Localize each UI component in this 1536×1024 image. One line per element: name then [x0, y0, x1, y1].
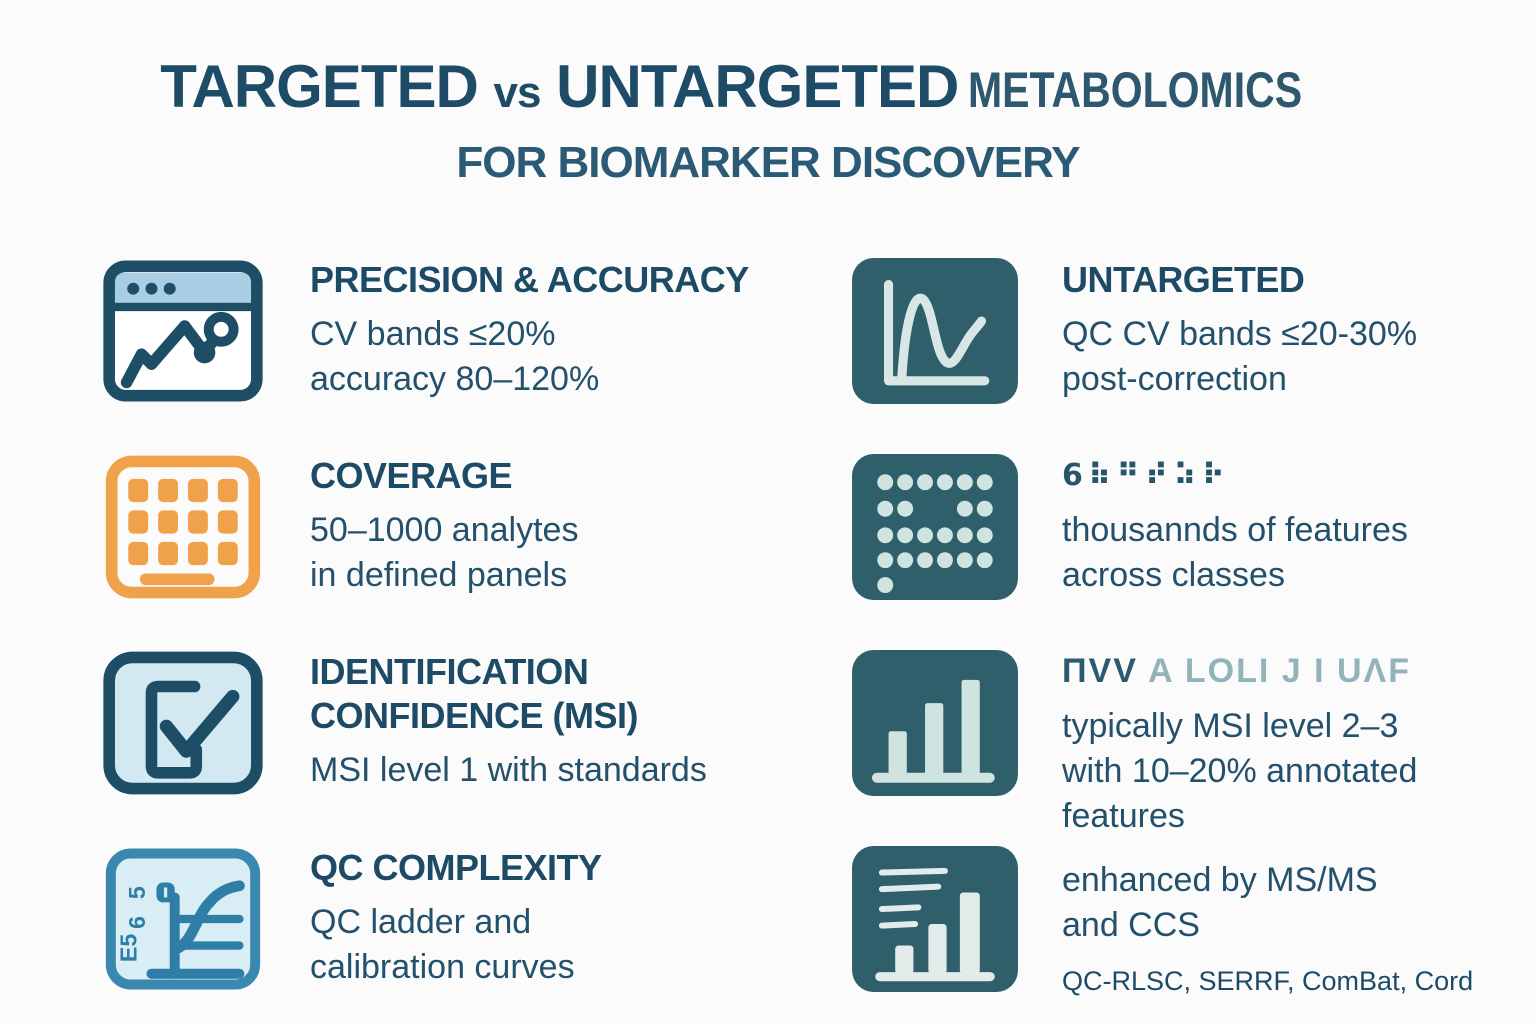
feature-text: COVERAGE 50–1000 analytes in defined pan…	[310, 454, 578, 598]
feature-text: ΠVV A LOLI J I UΛF typically MSI level 2…	[1062, 650, 1417, 839]
title-line-2: FOR BIOMARKER DISCOVERY	[456, 138, 1080, 187]
feature-line: QC CV bands ≤20-30%	[1062, 315, 1418, 353]
title-vs: vs	[493, 68, 542, 117]
feature-line: accuracy 80–120%	[310, 360, 600, 398]
feature-qc-complexity: 5 6 E5 QC COMPLEXITY QC ladder and calib…	[100, 846, 770, 1024]
feature-heading: IDENTIFICATION CONFIDENCE (MSI)	[310, 651, 639, 736]
title-targeted: TARGETED	[160, 53, 479, 120]
feature-line: and CCS	[1062, 906, 1200, 944]
feature-line: QC ladder and	[310, 903, 532, 941]
svg-text:E5: E5	[116, 934, 142, 962]
feature-line: calibration curves	[310, 948, 575, 986]
feature-text: QC COMPLEXITY QC ladder and calibration …	[310, 846, 602, 990]
svg-text:6: 6	[124, 916, 150, 929]
feature-heading: UNTARGETED	[1062, 259, 1305, 300]
feature-line: thousannds of features	[1062, 511, 1408, 549]
feature-heading: QC COMPLEXITY	[310, 847, 602, 888]
feature-heading: PRECISION & ACCURACY	[310, 259, 749, 300]
feature-text: enhanced by MS/MS and CCS QC-RLSC, SERRF…	[1062, 858, 1473, 997]
feature-line: across classes	[1062, 556, 1285, 594]
feature-heading: COVERAGE	[310, 455, 513, 496]
title-untargeted: UNTARGETED	[556, 53, 959, 120]
feature-precision-accuracy: PRECISION & ACCURACY CV bands ≤20% accur…	[100, 258, 770, 454]
feature-identification-confidence: IDENTIFICATION CONFIDENCE (MSI) MSI leve…	[100, 650, 770, 846]
feature-line: 50–1000 analytes	[310, 511, 579, 549]
page-title: TARGETED vs UNTARGETED METABOLOMICS FOR B…	[0, 54, 1536, 188]
feature-thousands-of-features: 6⠷⠛⠞⠵⠗ thousannds of features across cla…	[852, 454, 1522, 650]
feature-text: IDENTIFICATION CONFIDENCE (MSI) MSI leve…	[310, 650, 770, 793]
qc-trend-chart-icon	[852, 258, 1018, 404]
ascending-bars-icon	[852, 650, 1018, 796]
calibration-curve-icon: 5 6 E5	[100, 846, 266, 992]
feature-dot-matrix-icon	[852, 454, 1018, 600]
feature-line: in defined panels	[310, 556, 568, 594]
feature-text: 6⠷⠛⠞⠵⠗ thousannds of features across cla…	[1062, 454, 1408, 598]
normalization-methods-footnote: QC-RLSC, SERRF, ComBat, Cord	[1062, 966, 1474, 996]
garbled-light-part: A LOLI J I UΛF	[1148, 652, 1411, 690]
feature-text: UNTARGETED QC CV bands ≤20-30% post-corr…	[1062, 258, 1417, 402]
feature-line: with 10–20% annotated	[1062, 752, 1418, 790]
feature-line: features	[1062, 797, 1185, 835]
feature-untargeted-cv: UNTARGETED QC CV bands ≤20-30% post-corr…	[852, 258, 1522, 454]
feature-line: MSI level 1 with standards	[310, 751, 707, 789]
checkbox-icon	[100, 650, 266, 796]
feature-coverage: COVERAGE 50–1000 analytes in defined pan…	[100, 454, 770, 650]
garbled-dots-heading: 6⠷⠛⠞⠵⠗	[1062, 458, 1231, 493]
title-metabolomics: METABOLOMICS	[968, 62, 1303, 118]
feature-line: enhanced by MS/MS	[1062, 861, 1378, 899]
browser-line-chart-icon	[100, 258, 266, 404]
untargeted-column: UNTARGETED QC CV bands ≤20-30% post-corr…	[852, 258, 1522, 1024]
feature-enhanced-msms: enhanced by MS/MS and CCS QC-RLSC, SERRF…	[852, 846, 1522, 1024]
feature-line: post-correction	[1062, 360, 1287, 398]
feature-text: PRECISION & ACCURACY CV bands ≤20% accur…	[310, 258, 749, 402]
title-line-1: TARGETED vs UNTARGETED METABOLOMICS	[0, 54, 1536, 126]
analyte-grid-icon	[100, 454, 266, 600]
feature-line: typically MSI level 2–3	[1062, 707, 1399, 745]
feature-line: CV bands ≤20%	[310, 315, 556, 353]
report-bars-icon	[852, 846, 1018, 992]
targeted-column: PRECISION & ACCURACY CV bands ≤20% accur…	[100, 258, 770, 1024]
garbled-text-heading: ΠVV A LOLI J I UΛF	[1062, 650, 1417, 692]
garbled-dark-part: ΠVV	[1062, 652, 1138, 690]
feature-msi-level-2-3: ΠVV A LOLI J I UΛF typically MSI level 2…	[852, 650, 1522, 846]
svg-text:5: 5	[124, 886, 150, 899]
